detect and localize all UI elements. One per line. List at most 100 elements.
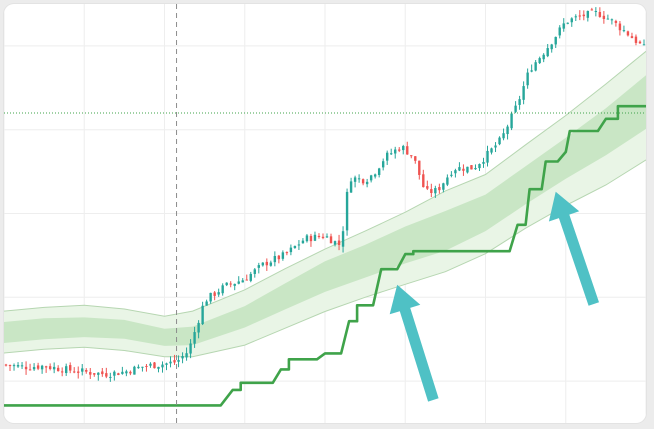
candle-body bbox=[333, 241, 337, 245]
candle-body bbox=[257, 265, 260, 268]
candle-body bbox=[466, 166, 469, 173]
candle-body bbox=[125, 371, 128, 374]
candle-body bbox=[590, 9, 594, 11]
trend-chart bbox=[4, 4, 646, 423]
candle-body bbox=[398, 149, 401, 151]
candle-body bbox=[121, 371, 124, 374]
candle-body bbox=[36, 365, 40, 369]
candlestick-series bbox=[4, 7, 646, 382]
channel-lower-line bbox=[4, 159, 646, 358]
candle-body bbox=[377, 168, 381, 175]
candle-body bbox=[253, 269, 256, 274]
candle-body bbox=[89, 372, 92, 375]
candle-body bbox=[462, 168, 465, 171]
candle-body bbox=[16, 365, 20, 367]
candle-body bbox=[345, 191, 349, 231]
candle-body bbox=[470, 165, 473, 170]
candle-body bbox=[32, 367, 36, 370]
candle-body bbox=[514, 105, 517, 112]
candle-body bbox=[301, 240, 305, 244]
candle-body bbox=[538, 58, 541, 64]
candle-body bbox=[145, 365, 148, 367]
trailing-stop-series bbox=[4, 104, 646, 407]
candle-body bbox=[201, 305, 204, 325]
candle-body bbox=[630, 36, 634, 39]
candle-body bbox=[233, 283, 236, 286]
candle-body bbox=[189, 343, 192, 354]
candle-body bbox=[586, 11, 590, 18]
candle-body bbox=[402, 146, 405, 151]
candle-body bbox=[229, 283, 232, 285]
annotation-arrow bbox=[389, 284, 439, 402]
candle-body bbox=[205, 301, 208, 306]
candle-body bbox=[289, 247, 293, 253]
candle-body bbox=[305, 235, 309, 242]
candle-body bbox=[4, 364, 8, 366]
candle-body bbox=[361, 179, 365, 184]
candle-body bbox=[458, 167, 461, 171]
candle-body bbox=[434, 188, 437, 194]
candle-body bbox=[438, 187, 441, 191]
candle-body bbox=[221, 285, 224, 294]
candle-body bbox=[269, 262, 273, 266]
candle-body bbox=[530, 70, 533, 72]
candle-body bbox=[570, 18, 573, 23]
candle-body bbox=[566, 22, 569, 24]
candle-body bbox=[474, 168, 477, 170]
candle-body bbox=[486, 150, 489, 163]
candle-body bbox=[642, 44, 646, 46]
candle-body bbox=[101, 371, 104, 375]
candle-body bbox=[141, 366, 144, 368]
candle-body bbox=[317, 235, 321, 237]
candle-body bbox=[390, 153, 393, 155]
candle-body bbox=[309, 235, 313, 242]
candle-body bbox=[177, 360, 180, 362]
candle-body bbox=[506, 126, 509, 135]
candle-body bbox=[542, 54, 545, 60]
candle-body bbox=[109, 376, 112, 378]
candle-body bbox=[44, 366, 48, 368]
candle-body bbox=[64, 366, 68, 374]
candle-body bbox=[414, 156, 417, 161]
candle-body bbox=[502, 133, 505, 139]
candle-body bbox=[446, 177, 449, 185]
candle-body bbox=[546, 48, 549, 57]
candle-body bbox=[52, 366, 56, 370]
candle-body bbox=[241, 280, 244, 283]
annotation-arrows bbox=[389, 191, 599, 402]
trailing-stop-line bbox=[4, 104, 646, 407]
candle-body bbox=[381, 161, 385, 168]
candle-body bbox=[56, 367, 60, 372]
candle-body bbox=[410, 155, 413, 157]
candle-body bbox=[197, 322, 200, 333]
candle-body bbox=[117, 373, 120, 376]
candle-body bbox=[209, 292, 212, 302]
candle-body bbox=[450, 174, 453, 176]
candle-body bbox=[48, 366, 52, 369]
candle-body bbox=[369, 175, 373, 181]
candle-body bbox=[237, 281, 240, 284]
candle-body bbox=[129, 371, 132, 374]
candle-body bbox=[249, 273, 252, 281]
candle-body bbox=[273, 256, 277, 263]
candle-body bbox=[422, 174, 425, 188]
candle-body bbox=[534, 62, 537, 71]
candle-body bbox=[28, 369, 32, 371]
candle-body bbox=[430, 189, 433, 193]
candle-body bbox=[610, 19, 614, 21]
candle-body bbox=[321, 236, 325, 238]
candle-body bbox=[285, 252, 289, 254]
candle-body bbox=[12, 365, 16, 367]
candle-body bbox=[137, 366, 140, 369]
candle-body bbox=[40, 365, 44, 370]
candle-body bbox=[81, 368, 84, 372]
candle-body bbox=[93, 373, 96, 375]
candle-body bbox=[213, 292, 216, 296]
candle-body bbox=[97, 372, 100, 375]
candle-body bbox=[217, 292, 220, 295]
candle-body bbox=[69, 365, 72, 371]
candle-body bbox=[329, 236, 333, 244]
candle-body bbox=[349, 181, 353, 193]
candle-body bbox=[24, 366, 28, 370]
candle-body bbox=[297, 244, 301, 246]
